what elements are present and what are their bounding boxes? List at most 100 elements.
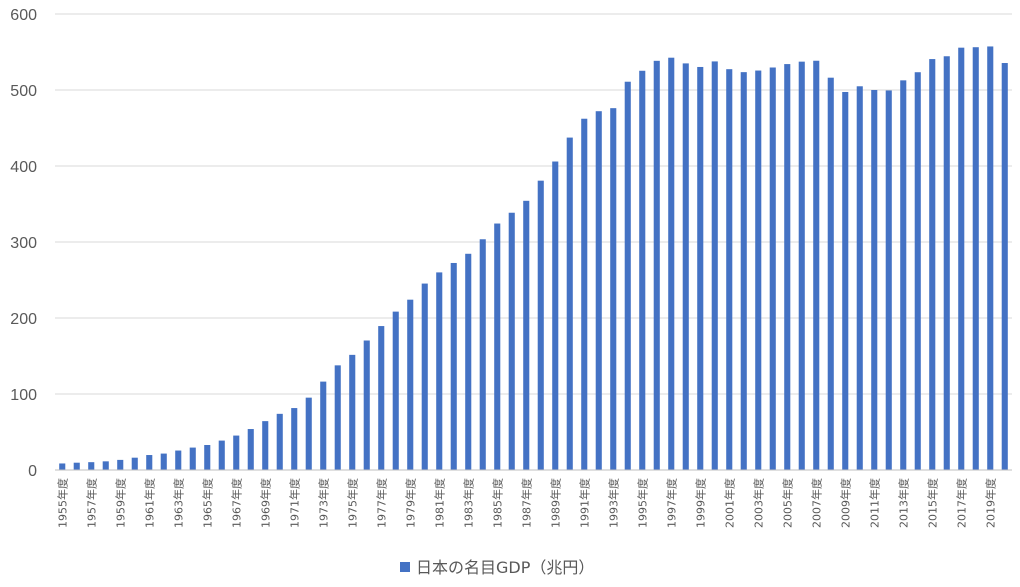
legend: 日本の名目GDP（兆円） (400, 558, 594, 577)
bar (610, 108, 617, 470)
bar (450, 262, 457, 470)
bar (508, 212, 515, 471)
bar (160, 453, 167, 470)
bar (798, 61, 805, 471)
bar (987, 46, 994, 470)
bar (856, 86, 863, 470)
bar (740, 72, 747, 470)
x-tick-label: 1995年度 (635, 478, 649, 528)
bar (537, 180, 544, 471)
x-tick-label: 1999年度 (693, 478, 707, 528)
bar (479, 239, 486, 470)
gridlines (55, 13, 1012, 395)
bar (131, 457, 138, 470)
bar (59, 463, 66, 470)
bar (784, 64, 791, 470)
x-tick-label: 1967年度 (229, 478, 243, 528)
x-tick-label: 1989年度 (548, 478, 562, 528)
bar (117, 459, 124, 470)
bar (1001, 63, 1008, 471)
bar (494, 223, 501, 470)
y-tick-label: 500 (10, 83, 37, 100)
x-tick-label: 1963年度 (171, 478, 185, 528)
x-tick-label: 2017年度 (954, 478, 968, 528)
x-tick-label: 1969年度 (258, 478, 272, 528)
bar (653, 60, 660, 470)
bar (88, 462, 95, 470)
bar (349, 354, 356, 470)
x-tick-label: 1955年度 (55, 478, 69, 528)
bar (813, 60, 820, 471)
bar (407, 299, 414, 470)
bar (291, 408, 298, 470)
x-tick-label: 1981年度 (432, 478, 446, 528)
x-tick-label: 2019年度 (983, 478, 997, 528)
x-tick-label: 2005年度 (780, 478, 794, 528)
x-tick-label: 1957年度 (84, 478, 98, 528)
bar (305, 397, 312, 470)
x-tick-label: 1965年度 (200, 478, 214, 528)
bar (566, 137, 573, 470)
x-tick-label: 1961年度 (142, 478, 156, 528)
bar (233, 435, 240, 470)
x-tick-label: 2007年度 (809, 478, 823, 528)
bar (639, 70, 646, 471)
x-tick-label: 2015年度 (925, 478, 939, 528)
x-tick-label: 1975年度 (345, 478, 359, 528)
bar (682, 63, 689, 471)
x-tick-label: 1983年度 (461, 478, 475, 528)
bar (726, 69, 733, 471)
x-tick-label: 1971年度 (287, 478, 301, 528)
bar (552, 161, 559, 470)
bar (943, 56, 950, 470)
bar (276, 413, 283, 470)
x-tick-label: 1985年度 (490, 478, 504, 528)
y-tick-label: 200 (10, 311, 37, 328)
bar (914, 72, 921, 470)
bar (189, 447, 196, 470)
y-tick-label: 0 (28, 463, 37, 480)
bar (363, 340, 370, 470)
bar (73, 462, 80, 470)
bar (958, 47, 965, 471)
x-tick-label: 1979年度 (403, 478, 417, 528)
y-tick-label: 600 (10, 7, 37, 24)
bar (465, 253, 472, 470)
x-axis-tick-labels: 1955年度 1957年度 1959年度 1961年度 1963年度 1965年度 1967… (55, 478, 997, 528)
bar (320, 381, 327, 470)
bar (624, 81, 631, 470)
bar (436, 272, 443, 470)
x-tick-label: 2003年度 (751, 478, 765, 528)
bar (769, 67, 776, 470)
x-tick-label: 1987年度 (519, 478, 533, 528)
bar (900, 80, 907, 470)
bar (668, 57, 675, 470)
x-tick-label: 2011年度 (867, 478, 881, 528)
x-tick-label: 1997年度 (664, 478, 678, 528)
bar (711, 61, 718, 471)
bar-series (59, 46, 1008, 471)
x-tick-label: 2009年度 (838, 478, 852, 528)
x-tick-label: 2001年度 (722, 478, 736, 528)
bar (247, 429, 254, 470)
y-tick-label: 400 (10, 159, 37, 176)
x-tick-label: 2013年度 (896, 478, 910, 528)
bar (262, 421, 269, 470)
bar (581, 118, 588, 470)
bar (378, 326, 385, 470)
bar (392, 311, 399, 470)
bar (523, 200, 530, 470)
bar (218, 440, 225, 470)
y-axis-tick-labels: 0 100 200 300 400 500 600 (10, 7, 37, 480)
x-tick-label: 1973年度 (316, 478, 330, 528)
bar (204, 445, 211, 470)
legend-label: 日本の名目GDP（兆円） (416, 558, 594, 577)
bar (334, 365, 341, 470)
x-tick-label: 1977年度 (374, 478, 388, 528)
bar (929, 59, 936, 470)
bar (595, 111, 602, 470)
bar (755, 70, 762, 470)
bar (102, 461, 109, 470)
bar (972, 47, 979, 471)
